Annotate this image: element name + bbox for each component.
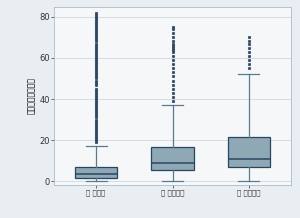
PathPatch shape <box>152 147 194 170</box>
PathPatch shape <box>228 137 270 167</box>
Y-axis label: 耕作放棴地（％）: 耕作放棴地（％） <box>27 77 36 114</box>
PathPatch shape <box>75 167 117 178</box>
